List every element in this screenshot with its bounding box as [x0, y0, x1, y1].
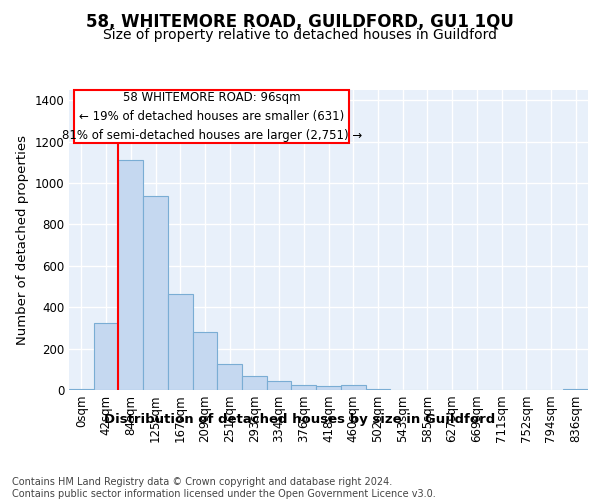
Bar	[267, 380, 292, 390]
Y-axis label: Number of detached properties: Number of detached properties	[16, 135, 29, 345]
Bar	[193, 332, 217, 390]
Text: Contains HM Land Registry data © Crown copyright and database right 2024.
Contai: Contains HM Land Registry data © Crown c…	[12, 478, 436, 499]
Text: Distribution of detached houses by size in Guildford: Distribution of detached houses by size …	[104, 412, 496, 426]
Bar	[217, 364, 242, 390]
Bar	[242, 376, 267, 390]
Text: 58, WHITEMORE ROAD, GUILDFORD, GU1 1QU: 58, WHITEMORE ROAD, GUILDFORD, GU1 1QU	[86, 12, 514, 30]
Bar	[143, 196, 168, 390]
Bar	[118, 160, 143, 390]
Bar	[168, 294, 193, 390]
Bar	[316, 386, 341, 390]
Bar	[69, 389, 94, 390]
Bar	[94, 323, 118, 390]
Bar	[292, 386, 316, 390]
Bar	[563, 389, 588, 390]
Text: Size of property relative to detached houses in Guildford: Size of property relative to detached ho…	[103, 28, 497, 42]
Bar	[341, 386, 365, 390]
FancyBboxPatch shape	[74, 90, 349, 142]
Text: 58 WHITEMORE ROAD: 96sqm
← 19% of detached houses are smaller (631)
81% of semi-: 58 WHITEMORE ROAD: 96sqm ← 19% of detach…	[62, 91, 362, 142]
Bar	[365, 389, 390, 390]
